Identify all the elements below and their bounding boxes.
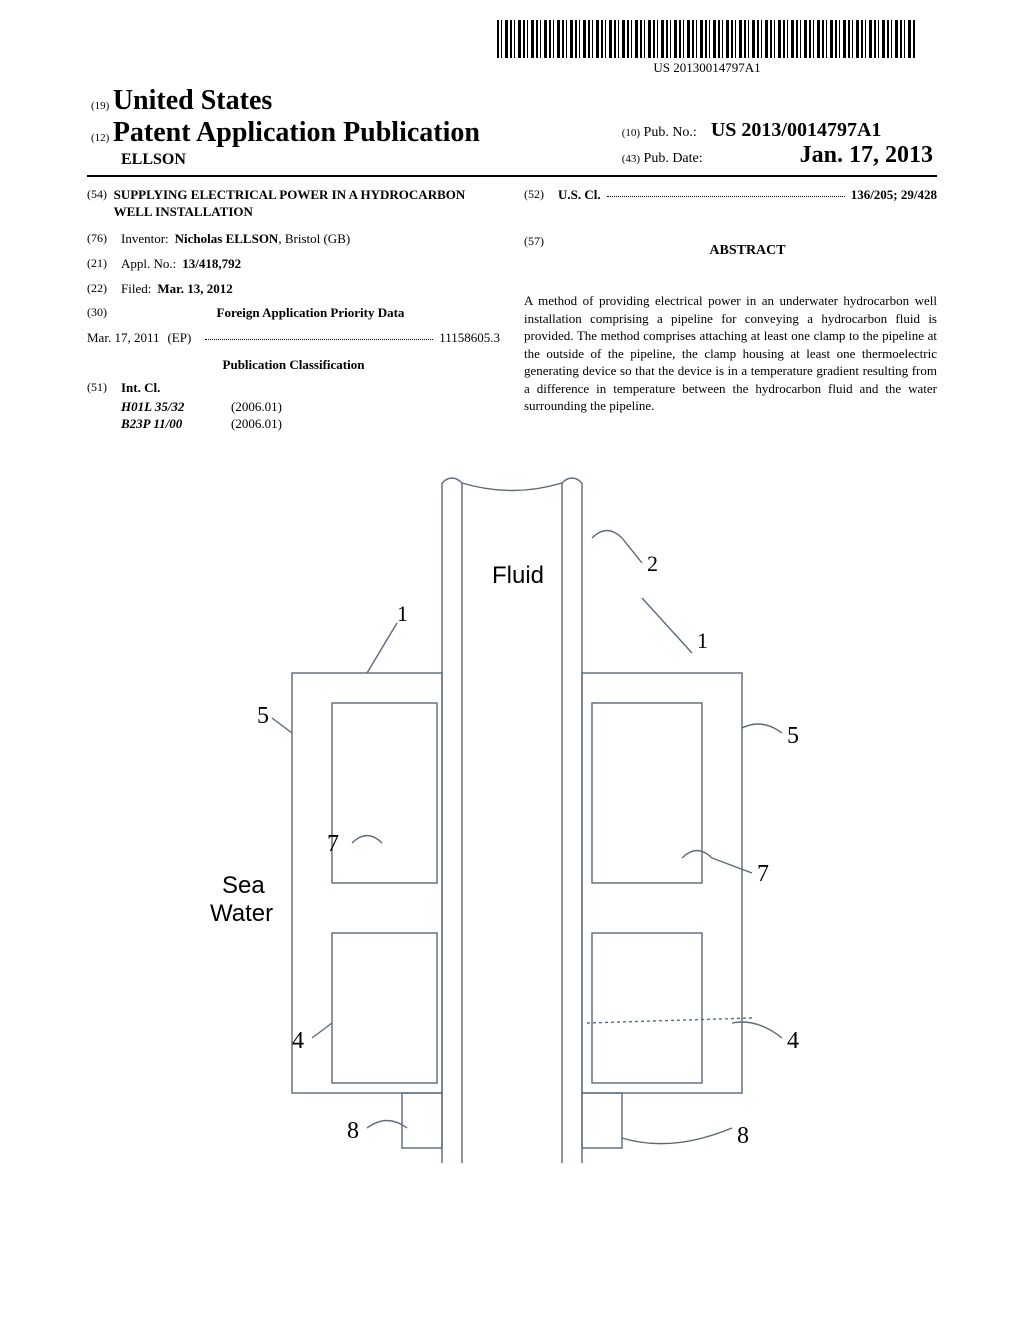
filed-field: (22) Filed: Mar. 13, 2012 (87, 281, 500, 298)
appl-value: 13/418,792 (182, 256, 241, 271)
sea-label-1: Sea (222, 872, 265, 899)
foreign-heading: Foreign Application Priority Data (217, 305, 405, 320)
patent-figure: Fluid Sea Water 2 1 1 5 5 7 7 4 4 8 8 (192, 463, 832, 1183)
title-code: (54) (87, 187, 114, 221)
abstract-heading: ABSTRACT (558, 242, 937, 260)
intcl-label: Int. Cl. (121, 380, 160, 395)
intcl-code-1: B23P 11/00 (121, 416, 231, 433)
uscl-value: 136/205; 29/428 (851, 187, 937, 204)
ref-2: 2 (647, 551, 658, 576)
pub-date-code: (43) (622, 153, 640, 165)
abstract-body: A method of providing electrical power i… (524, 292, 937, 415)
ref-5-left: 5 (257, 703, 269, 729)
uscl-label: U.S. Cl. (558, 187, 601, 204)
pub-no-value: US 2013/0014797A1 (711, 119, 882, 141)
abstract-code: (57) (524, 234, 558, 268)
ref-7-left: 7 (327, 831, 339, 857)
pub-type-code: (12) (91, 132, 109, 144)
pub-date-value: Jan. 17, 2013 (800, 142, 933, 168)
barcode-text: US 20130014797A1 (497, 60, 917, 76)
fluid-label: Fluid (492, 562, 544, 589)
foreign-date: Mar. 17, 2011 (87, 330, 159, 347)
abstract-header: (57) ABSTRACT (524, 234, 937, 268)
ref-4-left: 4 (292, 1028, 304, 1054)
ref-8-left: 8 (347, 1118, 359, 1144)
intcl-year-0: (2006.01) (231, 399, 282, 416)
left-column: (54) SUPPLYING ELECTRICAL POWER IN A HYD… (87, 187, 500, 433)
pub-no-label: Pub. No.: (644, 125, 697, 140)
intcl-row-0: H01L 35/32 (2006.01) (121, 399, 500, 416)
inventor-location: , Bristol (GB) (278, 231, 350, 246)
foreign-cc: (EP) (159, 330, 199, 347)
intcl-field: (51) Int. Cl. (87, 380, 500, 397)
pub-class-heading: Publication Classification (87, 357, 500, 374)
pub-type: Patent Application Publication (113, 117, 480, 148)
ref-1-left: 1 (397, 601, 408, 626)
ref-5-right: 5 (787, 723, 799, 749)
header-block: (19) United States (12) Patent Applicati… (87, 85, 937, 169)
header-right: (10) Pub. No.: US 2013/0014797A1 (43) Pu… (622, 119, 933, 169)
inventor-field: (76) Inventor: Nicholas ELLSON, Bristol … (87, 231, 500, 248)
dots (205, 330, 433, 340)
divider (87, 175, 937, 177)
pub-no-code: (10) (622, 127, 640, 139)
ref-4-right: 4 (787, 1028, 799, 1054)
foreign-num: 11158605.3 (439, 330, 500, 347)
inventor-code: (76) (87, 231, 121, 248)
barcode: US 20130014797A1 (497, 20, 917, 76)
appl-code: (21) (87, 256, 121, 273)
title-text: SUPPLYING ELECTRICAL POWER IN A HYDROCAR… (114, 187, 500, 221)
barcode-area: US 20130014797A1 (87, 20, 937, 77)
uscl-row: (52) U.S. Cl. 136/205; 29/428 (524, 187, 937, 204)
uscl-code: (52) (524, 187, 558, 204)
inventor-label: Inventor: (121, 231, 169, 248)
foreign-code: (30) (87, 305, 121, 322)
filed-code: (22) (87, 281, 121, 298)
barcode-lines (497, 20, 917, 58)
ref-1-right: 1 (697, 628, 708, 653)
title-field: (54) SUPPLYING ELECTRICAL POWER IN A HYD… (87, 187, 500, 221)
appl-label: Appl. No.: (121, 256, 176, 273)
country-code: (19) (91, 100, 109, 112)
filed-value: Mar. 13, 2012 (157, 281, 232, 296)
ref-7-right: 7 (757, 861, 769, 887)
intcl-year-1: (2006.01) (231, 416, 282, 433)
inventor-name: Nicholas ELLSON (175, 231, 279, 246)
foreign-field: (30) Foreign Application Priority Data (87, 305, 500, 322)
intcl-code: (51) (87, 380, 121, 397)
right-column: (52) U.S. Cl. 136/205; 29/428 (57) ABSTR… (524, 187, 937, 433)
uscl-dots (607, 187, 845, 197)
intcl-code-0: H01L 35/32 (121, 399, 231, 416)
sea-label-2: Water (210, 900, 273, 927)
foreign-priority-row: Mar. 17, 2011 (EP) 11158605.3 (87, 330, 500, 347)
appl-field: (21) Appl. No.: 13/418,792 (87, 256, 500, 273)
pub-date-label: Pub. Date: (644, 151, 703, 166)
applicant-lastname: ELLSON (121, 151, 186, 169)
figure-area: Fluid Sea Water 2 1 1 5 5 7 7 4 4 8 8 (87, 463, 937, 1188)
filed-label: Filed: (121, 281, 151, 298)
country: United States (113, 85, 272, 116)
ref-8-right: 8 (737, 1123, 749, 1149)
intcl-row-1: B23P 11/00 (2006.01) (121, 416, 500, 433)
intcl-block: H01L 35/32 (2006.01) B23P 11/00 (2006.01… (121, 399, 500, 433)
header-left: (19) United States (12) Patent Applicati… (91, 85, 480, 169)
biblio-columns: (54) SUPPLYING ELECTRICAL POWER IN A HYD… (87, 187, 937, 433)
